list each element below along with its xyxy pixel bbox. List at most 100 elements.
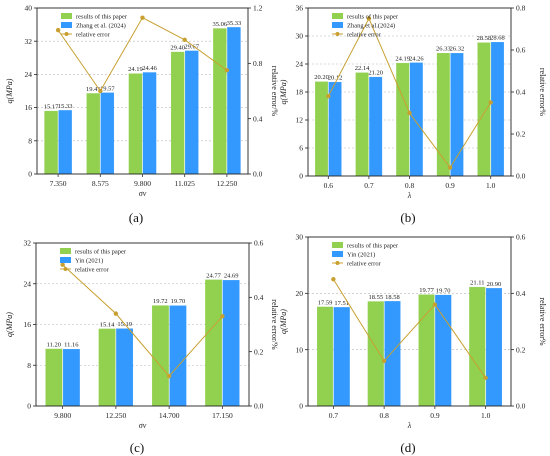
bar-value-label: 26.33 <box>436 46 451 53</box>
bar-series1 <box>315 81 328 177</box>
relative-error-point <box>483 375 488 381</box>
y-tick-label: 12 <box>296 116 304 125</box>
legend-label: relative error <box>76 32 111 39</box>
legend-swatch <box>61 13 72 19</box>
relative-error-point <box>182 37 187 43</box>
panel-label: (d) <box>400 440 415 455</box>
bar-series1 <box>396 62 410 177</box>
bar-value-label: 28.58 <box>477 35 492 42</box>
bar-series2 <box>328 81 342 177</box>
y-tick-label: 32 <box>25 37 33 46</box>
y2-tick-label: 0.8 <box>516 4 526 13</box>
bar-series2 <box>409 62 423 177</box>
x-tick-label: 0.7 <box>329 411 339 420</box>
y-tick-label: 6 <box>299 144 303 153</box>
bar-value-label: 19.70 <box>436 288 451 295</box>
bar-value-label: 29.67 <box>184 43 199 50</box>
y2-axis-title: relative error/% <box>270 66 279 117</box>
x-tick-label: 1.0 <box>481 411 491 420</box>
bar-series1 <box>205 279 223 407</box>
bar-series2 <box>369 76 383 177</box>
y-tick-label: 0 <box>28 170 32 179</box>
bar-value-label: 35.06 <box>213 21 228 28</box>
y-axis-title: q(MPa) <box>279 309 288 334</box>
bar-series1 <box>316 306 334 407</box>
bar-series2 <box>491 42 504 177</box>
bar-series1 <box>45 348 63 407</box>
bar-value-label: 24.26 <box>409 55 424 62</box>
y-tick-label: 8 <box>27 361 31 370</box>
bar-series2 <box>58 110 72 175</box>
relative-error-point <box>381 358 387 364</box>
y-tick-label: 30 <box>296 32 304 41</box>
y-axis-title: q(MPa) <box>5 78 14 103</box>
bar-value-label: 28.68 <box>490 35 505 42</box>
bar-value-label: 20.90 <box>487 281 502 288</box>
x-tick-label: 0.9 <box>445 181 455 190</box>
legend-marker <box>64 32 69 36</box>
x-tick-label: 0.8 <box>379 411 389 420</box>
x-tick-label: 0.9 <box>430 411 440 420</box>
chart-panel-1: 15.17 15.33 7.350 19.41 19.57 8.575 24.19 24.46… <box>5 4 279 225</box>
legend-label: Yin (2021) <box>75 258 103 265</box>
bar-value-label: 19.70 <box>171 298 186 305</box>
bar-value-label: 35.33 <box>227 20 242 27</box>
y2-axis-title: relative error% <box>538 68 547 117</box>
y2-tick-label: 0.0 <box>516 402 526 411</box>
bar-value-label: 21.11 <box>470 280 484 287</box>
bar-series1 <box>128 73 143 175</box>
legend-swatch <box>332 251 343 257</box>
relative-error-line <box>332 278 487 379</box>
bar-series2 <box>435 294 452 407</box>
bar-value-label: 15.14 <box>100 321 115 328</box>
bar-value-label: 24.46 <box>142 65 157 72</box>
legend-swatch <box>61 22 72 28</box>
bar-series1 <box>469 286 486 407</box>
legend-label: relative error <box>347 261 382 268</box>
bar-value-label: 20.12 <box>328 75 343 82</box>
x-axis-title: λ <box>407 421 412 430</box>
y-tick-label: 8 <box>28 136 32 145</box>
bar-value-label: 11.16 <box>64 342 79 349</box>
y2-tick-label: 0.6 <box>516 46 526 55</box>
y2-tick-label: 0.4 <box>253 114 263 123</box>
bar-value-label: 24.77 <box>206 272 221 279</box>
legend-label: Zhang et al.(2024) <box>347 23 395 30</box>
relative-error-point <box>447 165 453 170</box>
relative-error-point <box>113 311 119 316</box>
legend-marker <box>335 32 340 36</box>
relative-error-point <box>98 88 103 94</box>
legend-marker <box>63 267 68 271</box>
bar-series2 <box>333 307 350 407</box>
relative-error-point <box>407 110 412 116</box>
bar-series1 <box>44 110 58 175</box>
bar-value-label: 11.20 <box>47 341 61 348</box>
bar-series2 <box>169 305 187 407</box>
y2-axis-title: relative error% <box>538 297 547 346</box>
bar-value-label: 19.77 <box>419 287 434 294</box>
y2-tick-label: 0.0 <box>253 170 263 179</box>
y-tick-label: 0 <box>299 402 303 411</box>
bar-series2 <box>116 328 134 407</box>
bar-value-label: 18.58 <box>385 294 400 301</box>
legend-label: Zhang et al. (2024) <box>76 23 126 30</box>
y-tick-label: 20 <box>296 289 304 298</box>
legend-label: Yin (2021) <box>347 252 375 259</box>
y2-tick-label: 0.8 <box>253 59 263 68</box>
x-axis-title: σv <box>139 189 147 198</box>
y-tick-label: 0 <box>27 402 31 411</box>
x-axis-title: λ <box>407 191 412 200</box>
x-tick-label: 7.350 <box>50 179 67 188</box>
y-tick-label: 24 <box>25 70 33 79</box>
y2-tick-label: 0.4 <box>516 88 526 97</box>
bar-value-label: 22.14 <box>355 65 370 72</box>
legend-label: results of this paper <box>76 14 128 21</box>
y2-tick-label: 1.2 <box>253 4 263 13</box>
bar-series2 <box>384 301 401 407</box>
bar-value-label: 17.51 <box>334 300 349 307</box>
y2-axis-title: relative error/% <box>270 299 279 350</box>
relative-error-line <box>62 264 223 377</box>
y-tick-label: 16 <box>25 103 33 112</box>
x-tick-label: 14.700 <box>159 411 180 420</box>
